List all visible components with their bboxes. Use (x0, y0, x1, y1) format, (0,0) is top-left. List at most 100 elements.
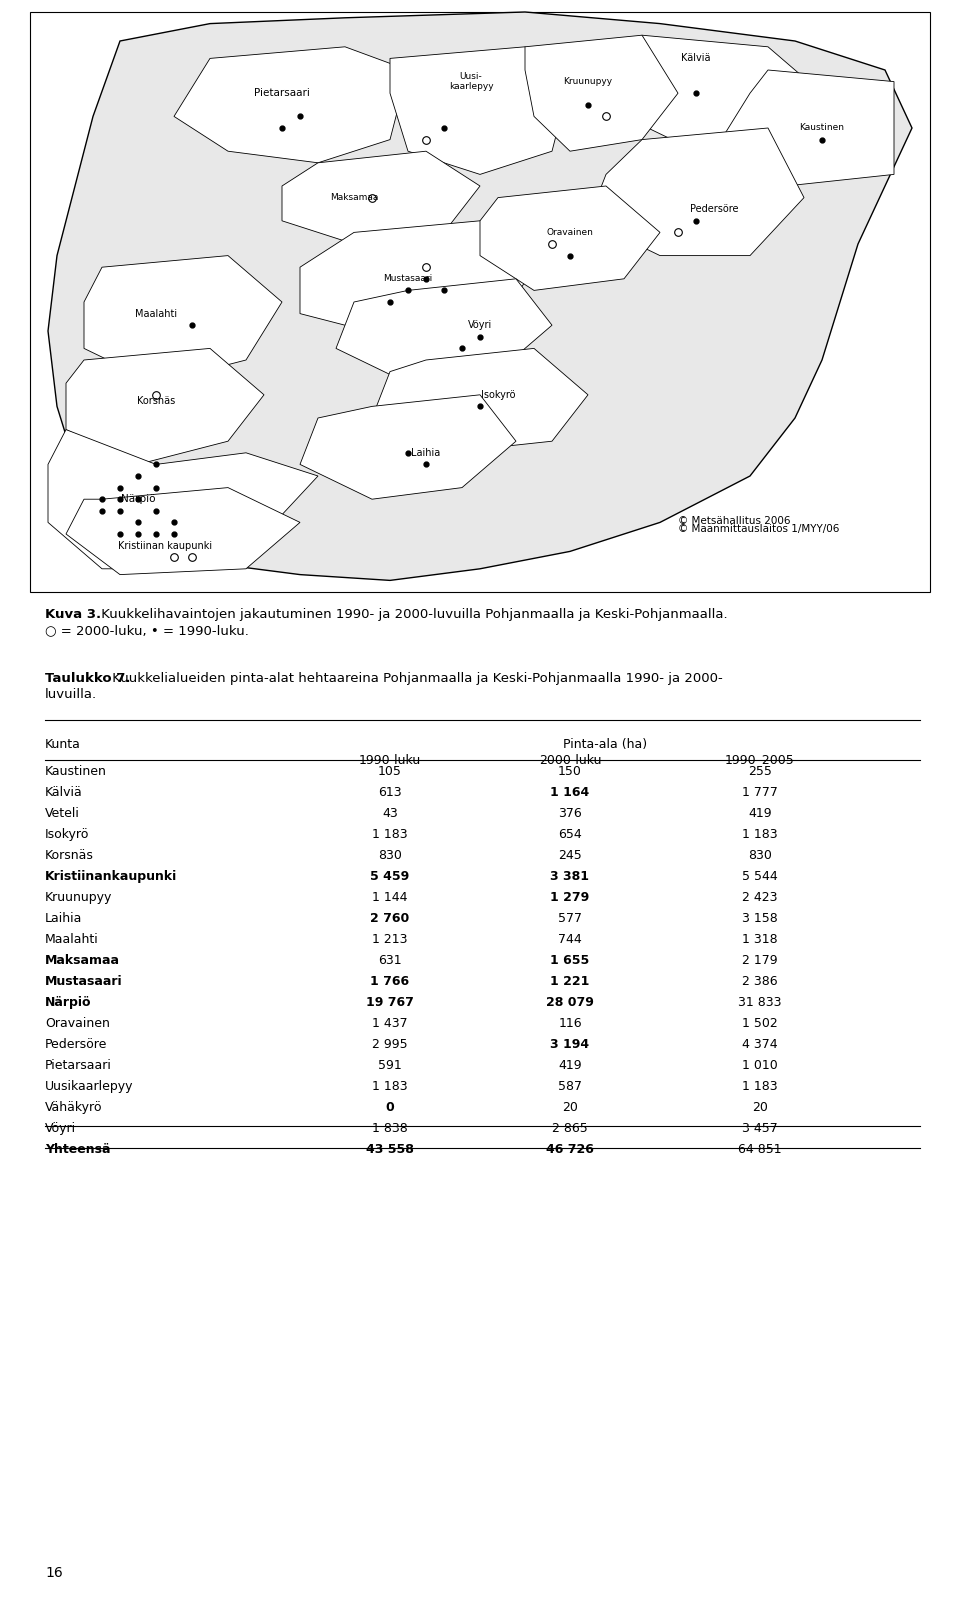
Text: Pietarsaari: Pietarsaari (45, 1060, 112, 1072)
Text: Taulukko 7.: Taulukko 7. (45, 672, 131, 684)
Text: 1 213: 1 213 (372, 933, 408, 946)
Text: Pedersöre: Pedersöre (45, 1039, 108, 1052)
Text: Maksamaa: Maksamaa (45, 954, 120, 967)
Text: 4 374: 4 374 (742, 1039, 778, 1052)
Polygon shape (588, 128, 804, 255)
Text: 1990–2005: 1990–2005 (725, 753, 795, 766)
Polygon shape (174, 46, 408, 164)
Text: 1 183: 1 183 (742, 1080, 778, 1093)
Text: 64 851: 64 851 (738, 1143, 781, 1156)
Polygon shape (66, 487, 300, 574)
Text: Kälviä: Kälviä (682, 53, 710, 64)
Text: 46 726: 46 726 (546, 1143, 594, 1156)
Text: Kuva 3.: Kuva 3. (45, 608, 101, 620)
Text: 5 544: 5 544 (742, 870, 778, 883)
Polygon shape (282, 151, 480, 244)
Text: 19 767: 19 767 (366, 995, 414, 1008)
Polygon shape (48, 430, 318, 569)
Polygon shape (66, 348, 264, 465)
Text: 1 838: 1 838 (372, 1122, 408, 1135)
Text: 1 318: 1 318 (742, 933, 778, 946)
Text: 245: 245 (558, 850, 582, 862)
Text: 2 179: 2 179 (742, 954, 778, 967)
Text: 20: 20 (752, 1101, 768, 1114)
Text: 830: 830 (378, 850, 402, 862)
Text: 1 221: 1 221 (550, 975, 589, 987)
Polygon shape (480, 186, 660, 290)
Text: 31 833: 31 833 (738, 995, 781, 1008)
Text: 3 158: 3 158 (742, 912, 778, 925)
Polygon shape (300, 221, 534, 337)
Text: 744: 744 (558, 933, 582, 946)
Text: 5 459: 5 459 (371, 870, 410, 883)
Text: 116: 116 (558, 1016, 582, 1031)
Text: Närpiö: Närpiö (121, 494, 156, 505)
Text: 0: 0 (386, 1101, 395, 1114)
Text: © Metsähallitus 2006: © Metsähallitus 2006 (678, 516, 790, 526)
Text: 1 766: 1 766 (371, 975, 410, 987)
Text: 1 502: 1 502 (742, 1016, 778, 1031)
Text: Maalahti: Maalahti (135, 309, 177, 319)
Text: 43: 43 (382, 806, 397, 821)
Text: Kälviä: Kälviä (45, 785, 83, 798)
Text: 16: 16 (45, 1566, 62, 1581)
Text: Pietarsaari: Pietarsaari (254, 88, 310, 98)
Text: 577: 577 (558, 912, 582, 925)
Text: 2 386: 2 386 (742, 975, 778, 987)
Text: Uusikaarlepyy: Uusikaarlepyy (45, 1080, 133, 1093)
Text: 613: 613 (378, 785, 402, 798)
Text: 1 437: 1 437 (372, 1016, 408, 1031)
Text: Kuukkelialueiden pinta-alat hehtaareina Pohjanmaalla ja Keski-Pohjanmaalla 1990-: Kuukkelialueiden pinta-alat hehtaareina … (108, 672, 723, 684)
Text: 3 457: 3 457 (742, 1122, 778, 1135)
Text: Pinta-ala (ha): Pinta-ala (ha) (563, 737, 647, 750)
Text: 3 194: 3 194 (550, 1039, 589, 1052)
Text: Mustasaari: Mustasaari (383, 274, 433, 284)
Text: Mustasaari: Mustasaari (45, 975, 123, 987)
Text: Vöyri: Vöyri (468, 321, 492, 330)
Text: 1 183: 1 183 (742, 829, 778, 842)
Text: 419: 419 (748, 806, 772, 821)
Text: Kunta: Kunta (45, 737, 81, 750)
Text: 591: 591 (378, 1060, 402, 1072)
Text: Pedersöre: Pedersöre (689, 204, 738, 215)
Text: 2 760: 2 760 (371, 912, 410, 925)
Polygon shape (714, 71, 894, 186)
Text: 3 381: 3 381 (550, 870, 589, 883)
Polygon shape (48, 11, 912, 580)
Polygon shape (390, 46, 570, 175)
Polygon shape (336, 279, 552, 383)
Text: 2 423: 2 423 (742, 891, 778, 904)
Text: Kristiinan kaupunki: Kristiinan kaupunki (118, 540, 212, 550)
Text: 2000-luku: 2000-luku (539, 753, 601, 766)
Text: 105: 105 (378, 765, 402, 777)
Text: 1 777: 1 777 (742, 785, 778, 798)
Text: 1 183: 1 183 (372, 1080, 408, 1093)
Text: 1 183: 1 183 (372, 829, 408, 842)
Text: Veteli: Veteli (45, 806, 80, 821)
Text: Vöyri: Vöyri (45, 1122, 76, 1135)
Text: Uusi-
kaarlepyy: Uusi- kaarlepyy (448, 72, 493, 91)
Text: Oravainen: Oravainen (45, 1016, 109, 1031)
Text: 587: 587 (558, 1080, 582, 1093)
Text: 43 558: 43 558 (366, 1143, 414, 1156)
Text: 1 164: 1 164 (550, 785, 589, 798)
Text: 1990-luku: 1990-luku (359, 753, 421, 766)
Text: 1 655: 1 655 (550, 954, 589, 967)
Text: Laihia: Laihia (45, 912, 83, 925)
Text: 150: 150 (558, 765, 582, 777)
Text: 654: 654 (558, 829, 582, 842)
Text: Kuukkelihavaintojen jakautuminen 1990- ja 2000-luvuilla Pohjanmaalla ja Keski-Po: Kuukkelihavaintojen jakautuminen 1990- j… (97, 608, 728, 620)
Text: Maksamaa: Maksamaa (330, 192, 378, 202)
Text: 631: 631 (378, 954, 402, 967)
Text: 1 144: 1 144 (372, 891, 408, 904)
Text: 1 279: 1 279 (550, 891, 589, 904)
Text: 419: 419 (558, 1060, 582, 1072)
Polygon shape (84, 255, 282, 383)
Text: Oravainen: Oravainen (546, 228, 593, 237)
Text: Kaustinen: Kaustinen (45, 765, 107, 777)
Text: Korsnäs: Korsnäs (45, 850, 94, 862)
Text: Kaustinen: Kaustinen (800, 123, 845, 133)
Text: Isokyrö: Isokyrö (481, 390, 516, 399)
Text: Kruunupyy: Kruunupyy (45, 891, 112, 904)
Text: 28 079: 28 079 (546, 995, 594, 1008)
